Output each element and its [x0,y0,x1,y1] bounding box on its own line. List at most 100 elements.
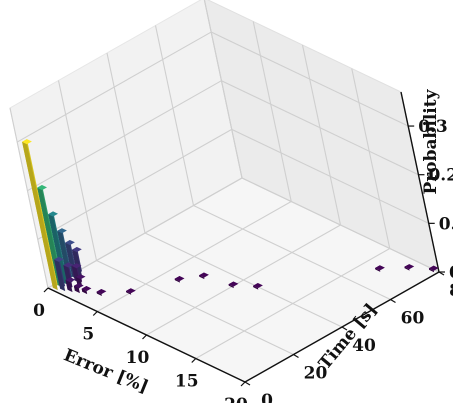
bar-face-front [72,249,83,277]
bar-face-top [428,265,439,271]
grid-line-x-back [301,44,342,226]
bar [174,276,185,283]
bar-face-front [174,278,180,283]
bar-face-top [253,283,263,289]
grid-line-z-back [241,177,440,273]
grid-line-x-back [351,68,391,249]
grid-line-z-left [27,80,222,192]
bar-face-top [375,265,385,271]
bar-face-top [48,211,58,217]
bar-face-front [126,291,132,295]
y-tick-label: 80 [449,281,453,301]
bar-face-front [54,259,66,292]
bar-face-top [404,264,415,270]
bar-face-front [65,280,73,293]
grid-line-z-back [221,80,419,176]
bar [72,247,83,277]
bar [228,281,239,289]
grid-line-y-left [203,0,243,179]
bar-face-top [126,288,136,294]
bar-face-front [81,288,88,295]
x-tick-label: 5 [82,325,94,345]
bar [96,289,107,296]
bar-face-top [96,289,107,295]
bar-face-front [199,275,205,280]
bar-face-front [253,285,259,290]
y-tick-mark [293,353,299,359]
bar-face-top [54,256,64,262]
z-tick-label: 0.1 [439,214,453,234]
chart-bars [22,139,439,296]
x-tick-mark [240,381,246,387]
grid-line-y-floor [193,205,391,300]
bar-face-top [57,228,67,234]
grid-line-z-left [16,31,212,143]
bar-face-top [72,247,82,253]
bar-face-top [73,283,84,289]
bar-face-top [63,262,74,268]
bar-face-front [428,268,435,273]
bar [253,283,263,290]
bar [404,264,415,271]
bar-face-top [65,240,75,246]
z-tick-label: 0.3 [418,117,448,137]
x-tick-mark [92,311,98,316]
x-tick-label: 10 [126,348,150,368]
y-tick-mark [244,381,251,386]
z-axis-line [400,91,440,273]
grid-line-z-back [210,31,409,127]
grid-line-y-left [106,52,146,234]
y-tick-mark [341,326,348,331]
z-tick-label: 0.2 [428,166,453,186]
y-tick-mark [390,298,396,304]
bar-face-top [75,274,86,280]
y-tick-label: 40 [352,336,376,356]
bar-face-front [228,284,234,289]
bar [199,272,209,280]
grid-line-z-left [37,128,233,240]
bar-face-top [174,276,185,282]
bar-face-top [71,263,82,269]
chart-panes [9,0,441,383]
bar-face-top [199,272,209,278]
bar-face-front [73,285,80,294]
x-tick-mark [142,334,147,340]
bar-face-top [22,139,32,145]
bar-face-front [375,268,381,272]
x-tick-mark [43,287,49,293]
y-tick-label: 60 [401,309,425,329]
bar [54,256,66,292]
bar [375,265,385,272]
x-tick-label: 20 [224,395,248,403]
grid-line-y-left [154,25,195,206]
grid-line-y-left [9,107,49,289]
bar-face-top [81,286,92,292]
bar-face-top [65,277,76,283]
bar [65,277,76,293]
bar-face-front [404,266,410,271]
x-tick-label: 15 [175,372,199,392]
bar [428,265,439,273]
bar-face-front [22,141,58,291]
bar [126,288,136,295]
bar [81,286,92,295]
grid-line-x-back [252,21,292,202]
z-tick-label: 0.0 [449,263,453,283]
chart-axes: 0 5 10 15 20 0 20 40 60 800.0 0.1 0.2 0.3 [33,91,453,403]
x-tick-label: 0 [33,301,45,321]
bar-face-front [48,214,68,285]
y-tick-label: 20 [304,364,328,384]
grid-line-y-left [57,80,98,261]
bar-face-front [96,291,102,296]
bar-face-top [228,281,239,287]
bar [48,211,68,285]
grid-line-y-floor [96,260,294,355]
x-tick-mark [191,358,197,363]
bar-face-top [37,185,47,191]
bar [22,139,58,291]
y-tick-label: 0 [261,391,273,403]
grid-line-y-floor [144,232,343,328]
bar [73,283,84,294]
grid-line-z-back [231,128,429,224]
